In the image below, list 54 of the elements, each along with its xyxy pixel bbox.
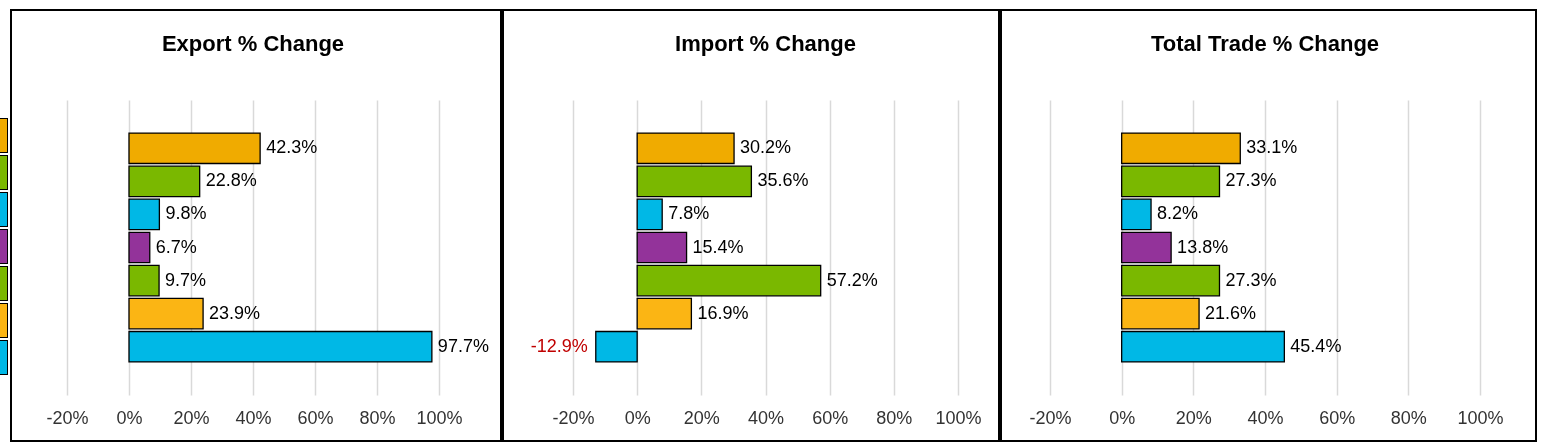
data-label: 8.2% <box>1157 203 1199 224</box>
chart-title: Total Trade % Change <box>1150 31 1380 56</box>
data-label: 57.2% <box>826 269 878 290</box>
data-label: 9.8% <box>165 203 207 224</box>
x-tick-label: 20% <box>173 407 210 428</box>
data-label: 13.8% <box>1177 236 1229 257</box>
chart-title: Export % Change <box>161 31 345 56</box>
x-tick-label: 40% <box>747 407 785 428</box>
x-tick-label: 40% <box>235 407 272 428</box>
data-label: 7.8% <box>668 203 710 224</box>
bar <box>128 264 160 297</box>
x-tick-label: 100% <box>935 407 982 428</box>
bar <box>128 231 151 264</box>
x-tick-label: 60% <box>812 407 849 428</box>
x-tick-label: -20% <box>46 407 89 428</box>
data-label: 27.3% <box>1225 269 1277 290</box>
data-label: 22.8% <box>205 170 257 191</box>
x-tick-label: 20% <box>1175 407 1212 428</box>
x-tick-label: 60% <box>297 407 334 428</box>
x-tick-label: 40% <box>1247 407 1284 428</box>
data-label: 27.3% <box>1225 170 1277 191</box>
data-label: 15.4% <box>692 236 744 257</box>
bar <box>636 264 822 297</box>
data-label: 97.7% <box>437 335 489 356</box>
bar <box>636 198 663 231</box>
bar <box>1121 231 1172 264</box>
x-tick-label: 100% <box>416 407 463 428</box>
data-label: 35.6% <box>757 170 809 191</box>
data-label: 16.9% <box>697 302 749 323</box>
x-tick-label: 60% <box>1319 407 1356 428</box>
x-tick-label: 80% <box>876 407 913 428</box>
x-tick-label: -20% <box>552 407 595 428</box>
chart-title: Import % Change <box>675 31 856 56</box>
data-label: 6.7% <box>155 236 197 257</box>
data-label: 30.2% <box>740 137 792 158</box>
x-tick-label: 0% <box>116 407 143 428</box>
data-label: 21.6% <box>1205 302 1257 323</box>
x-tick-label: 80% <box>359 407 396 428</box>
bar <box>128 198 161 231</box>
x-tick-label: 80% <box>1390 407 1427 428</box>
bar <box>1121 198 1152 231</box>
bar <box>636 231 688 264</box>
data-label: 23.9% <box>209 302 261 323</box>
x-tick-label: 0% <box>1109 407 1136 428</box>
data-label: 42.3% <box>266 137 318 158</box>
data-label: -12.9% <box>530 335 588 356</box>
x-tick-label: -20% <box>1029 407 1072 428</box>
x-tick-label: 100% <box>1457 407 1504 428</box>
data-label: 9.7% <box>165 269 207 290</box>
x-tick-label: 0% <box>624 407 651 428</box>
data-label: 33.1% <box>1246 137 1298 158</box>
data-label: 45.4% <box>1290 335 1342 356</box>
bar <box>1121 264 1221 297</box>
x-tick-label: 20% <box>683 407 720 428</box>
